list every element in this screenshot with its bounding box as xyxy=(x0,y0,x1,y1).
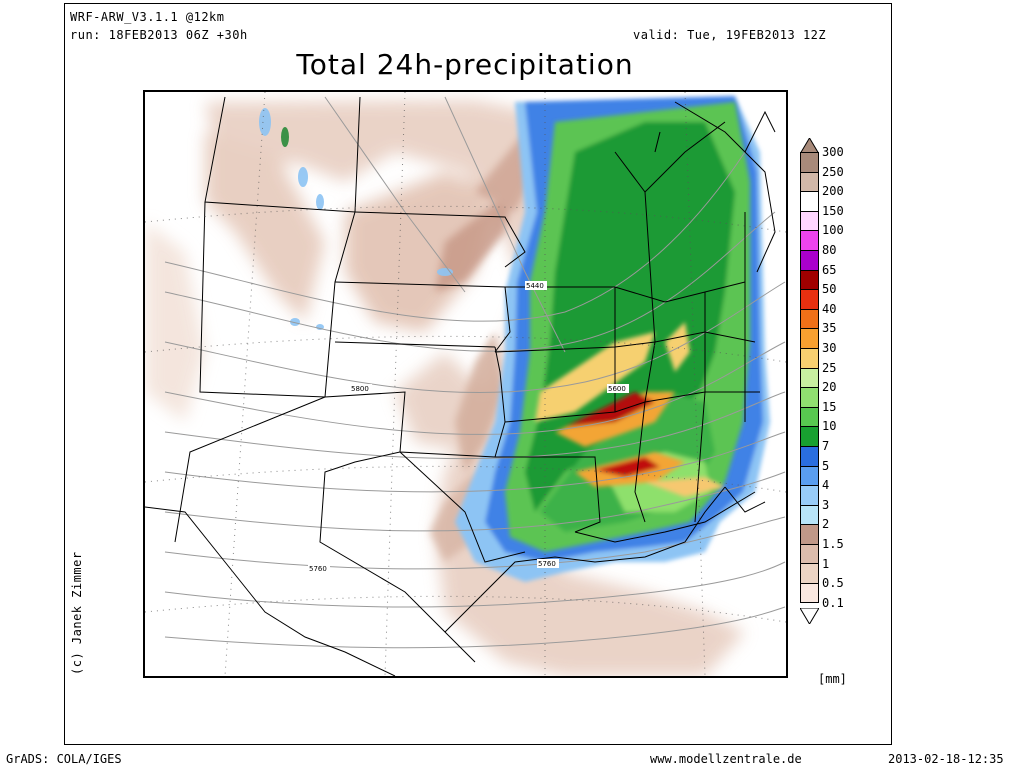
legend-swatch xyxy=(800,152,819,172)
legend-swatch xyxy=(800,347,819,368)
legend-swatch xyxy=(800,524,819,544)
legend-level-label: 50 xyxy=(822,282,837,297)
legend-level-label: 25 xyxy=(822,360,837,375)
legend-level-label: 1 xyxy=(822,556,830,571)
valid-label: valid: Tue, 19FEB2013 12Z xyxy=(633,28,827,42)
legend-level-label: 1.5 xyxy=(822,537,844,551)
legend-swatch xyxy=(800,387,819,407)
legend-swatch xyxy=(800,210,819,231)
legend-swatch xyxy=(800,465,819,486)
legend-level-label: 200 xyxy=(822,184,844,199)
author-credit: (c) Janek Zimmer xyxy=(70,551,84,675)
contour-label-5800: 5800 xyxy=(351,385,369,393)
legend-level-label: 4 xyxy=(822,478,830,493)
legend-swatch xyxy=(800,230,819,250)
height-contours xyxy=(164,96,786,649)
legend-swatch xyxy=(800,406,819,427)
legend-swatch xyxy=(800,543,819,564)
legend-swatch xyxy=(800,367,819,388)
legend-swatch xyxy=(800,171,819,192)
legend-level-label: 0.5 xyxy=(822,576,844,591)
legend-swatch xyxy=(800,426,819,446)
legend-level-label: 150 xyxy=(822,203,844,218)
legend-swatch xyxy=(800,328,819,348)
legend-level-label: 40 xyxy=(822,301,837,316)
legend-level-label: 300 xyxy=(822,145,844,159)
legend-level-label: 80 xyxy=(822,243,837,257)
precipitation-map: 5440 5600 5800 5760 5760 xyxy=(143,90,788,678)
map-canvas: 5440 5600 5800 5760 5760 xyxy=(145,92,786,676)
legend-level-label: 35 xyxy=(822,321,837,336)
legend-swatch xyxy=(800,445,819,466)
legend-level-label: 65 xyxy=(822,262,837,277)
legend-level-label: 100 xyxy=(822,223,844,238)
plot-frame xyxy=(64,3,892,745)
legend-swatch xyxy=(800,504,819,525)
model-label: WRF-ARW_V3.1.1 @12km xyxy=(70,10,225,24)
legend-level-label: 20 xyxy=(822,380,837,395)
legend-level-label: 7 xyxy=(822,439,830,453)
footer-website: www.modellzentrale.de xyxy=(650,752,802,766)
legend-level-label: 30 xyxy=(822,341,837,355)
contour-labels: 5440 5600 5800 5760 5760 xyxy=(308,281,629,573)
map-title: Total 24h-precipitation xyxy=(296,48,634,81)
legend-swatch xyxy=(800,191,819,211)
run-label: run: 18FEB2013 06Z +30h xyxy=(70,28,248,42)
legend-swatch xyxy=(800,269,819,290)
legend-swatch xyxy=(800,249,819,270)
legend-level-label: 0.1 xyxy=(822,595,844,610)
legend-unit: [mm] xyxy=(818,672,847,686)
contour-label-5600: 5600 xyxy=(608,385,626,393)
legend-level-label: 10 xyxy=(822,419,837,434)
legend-swatch xyxy=(800,485,819,505)
legend-swatch xyxy=(800,289,819,309)
contour-label-5440: 5440 xyxy=(526,282,544,290)
legend-swatch xyxy=(800,583,819,603)
legend-bottom-arrow xyxy=(800,608,819,624)
contour-label-5760-east: 5760 xyxy=(538,560,556,568)
legend-swatches xyxy=(800,152,819,603)
legend-level-label: 5 xyxy=(822,458,830,473)
contour-label-5760-west: 5760 xyxy=(309,565,327,573)
legend-level-label: 15 xyxy=(822,399,837,414)
coastline xyxy=(145,101,776,676)
lat-lon-grid xyxy=(145,92,786,676)
legend-top-arrow xyxy=(800,138,819,154)
legend-level-label: 250 xyxy=(822,164,844,179)
legend-level-label: 3 xyxy=(822,497,830,512)
footer-software: GrADS: COLA/IGES xyxy=(6,752,122,766)
legend-swatch xyxy=(800,563,819,584)
footer-timestamp: 2013-02-18-12:35 xyxy=(888,752,1004,766)
legend-swatch xyxy=(800,308,819,329)
legend-level-label: 2 xyxy=(822,517,830,532)
